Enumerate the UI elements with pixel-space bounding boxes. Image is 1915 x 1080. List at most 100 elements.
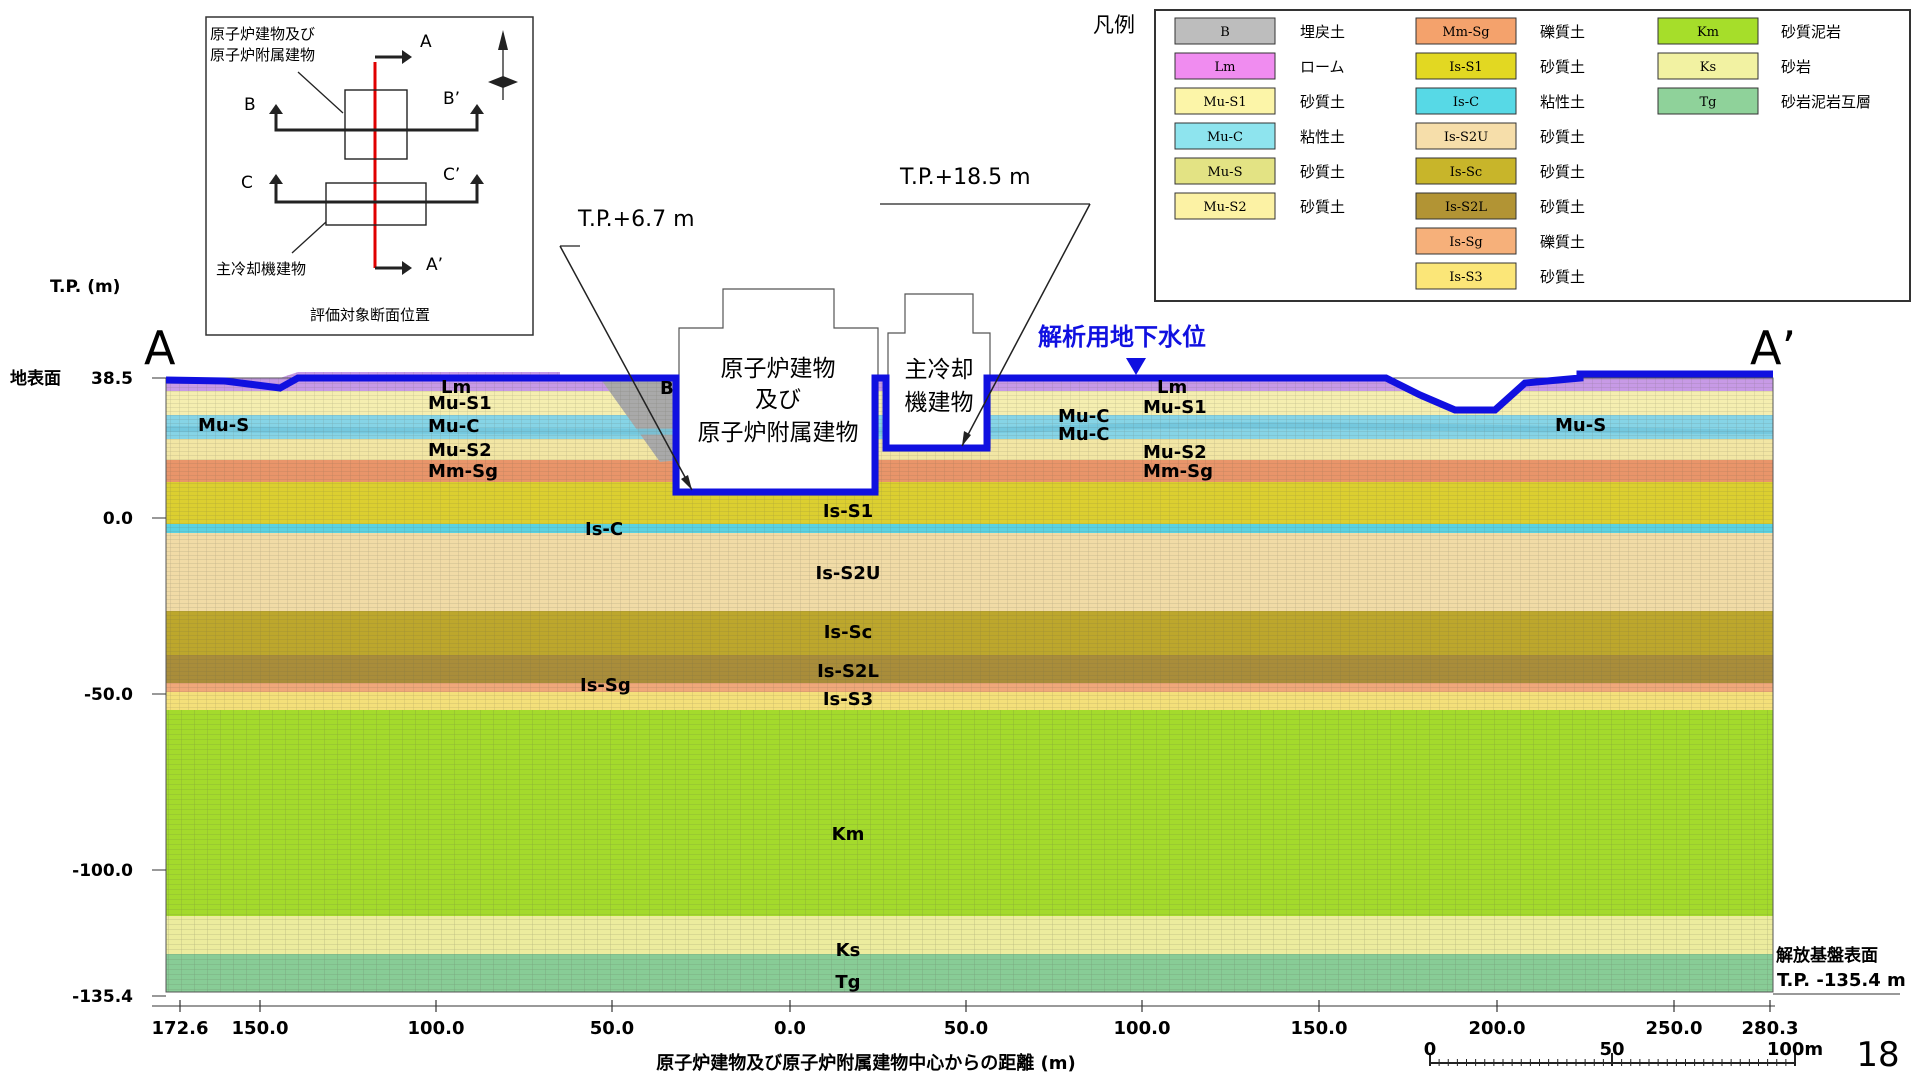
legend-swatch [1415,192,1517,220]
reactor-building-label-2: 及び [755,387,801,413]
y-axis [152,377,166,997]
legend-title: 凡例 [1093,13,1135,37]
legend-desc: 砂質土 [1300,198,1345,216]
legend-swatch [1415,52,1517,80]
legend-code: Lm [1215,60,1236,75]
label-is-s1: Is-S1 [823,501,873,522]
legend-swatch [1174,122,1276,150]
keymap-label-b-prime: B’ [443,89,460,109]
keymap-cooling-label: 主冷却機建物 [216,260,306,278]
label-mu-s2-left: Mu-S2 [428,440,492,461]
x-tick-label: 100.0 [1114,1018,1171,1039]
cooling-building-label-2: 機建物 [905,390,974,416]
x-tick-label: 280.3 [1742,1018,1799,1039]
legend-swatch [1415,122,1517,150]
reactor-level-label: T.P.+6.7 m [577,207,695,232]
keymap [205,16,534,336]
reactor-level-leader [559,245,693,491]
legend-code: Is-S2L [1445,200,1487,215]
label-is-c: Is-C [585,519,623,540]
legend-code: Is-S1 [1449,60,1482,75]
cooling-building-label-1: 主冷却 [905,357,974,383]
soil-layers [166,372,1773,992]
keymap-label-a-prime: A’ [426,255,443,275]
legend-code: Mu-C [1207,130,1243,145]
legend-swatch [1174,192,1276,220]
legend-swatch [1415,157,1517,185]
legend-desc: 砂質泥岩 [1781,23,1841,41]
legend-code: Is-S2U [1444,130,1488,145]
legend-desc: 砂質土 [1540,268,1585,286]
x-axis [152,993,1900,1007]
scale-label-0: 0 [1424,1039,1437,1060]
section-left-label: A [144,321,176,375]
keymap-arrow-b-icon [269,104,283,114]
legend-code: Is-Sg [1449,235,1482,250]
legend-swatch [1174,52,1276,80]
groundwater-marker-icon [1126,358,1146,375]
keymap-reactor-label-1: 原子炉建物及び [210,25,315,43]
x-axis-title: 原子炉建物及び原子炉附属建物中心からの距離 (m) [656,1052,1075,1074]
keymap-label-b: B [244,95,256,115]
legend-code: Mu-S1 [1203,95,1246,110]
label-is-s2u: Is-S2U [816,563,881,584]
reactor-level-arrowhead [681,475,692,490]
bedrock-label-1: 解放基盤表面 [1776,945,1878,966]
legend-swatch [1174,157,1276,185]
legend-swatch [1657,17,1759,45]
legend-desc: 砂岩 [1781,58,1811,76]
keymap-label-c: C [241,173,253,193]
label-mu-s-right: Mu-S [1555,415,1606,436]
page-number: 18 [1856,1035,1899,1075]
keymap-reactor-label-2: 原子炉附属建物 [210,46,315,64]
reactor-building-label-3: 原子炉附属建物 [698,420,859,446]
label-mm-sg-right: Mm-Sg [1143,461,1213,482]
x-tick-label: 0.0 [774,1018,806,1039]
cooling-level-arrowhead [962,431,971,446]
label-b-left: B [660,378,674,399]
keymap-arrow-c-icon [269,174,283,184]
legend-desc: 礫質土 [1540,233,1585,251]
groundwater-label: 解析用地下水位 [1038,323,1206,351]
legend-code: Ks [1700,60,1716,75]
legend-items: B 埋戻土 Lm ローム Mu-S1 砂質土 Mu-C 粘性土 Mu-S 砂質土 Mu-S2 砂質土 M… [1174,17,1871,290]
legend-swatch [1657,52,1759,80]
legend-box [1154,9,1911,302]
bedrock-label-2: T.P. -135.4 m [1777,970,1906,991]
cooling-level-leader [961,203,1091,447]
label-lm-right: Lm [1157,377,1187,398]
x-tick-label: 172.6 [152,1018,209,1039]
keymap-reactor-rect [344,89,408,160]
cooling-level-label: T.P.+18.5 m [899,165,1031,190]
legend-swatch [1657,87,1759,115]
groundwater-line [165,370,1773,496]
legend-swatch [1174,17,1276,45]
x-tick-label: 50.0 [944,1018,988,1039]
label-tg: Tg [835,972,860,993]
label-mu-c-right-2: Mu-C [1058,424,1109,445]
scale-label-50: 50 [1599,1039,1624,1060]
legend-desc: 礫質土 [1540,23,1585,41]
x-tick-label: 100.0 [408,1018,465,1039]
legend-desc: 砂質土 [1540,198,1585,216]
label-ks: Ks [836,940,861,961]
y-tick-minus-100: -100.0 [72,861,133,881]
keymap-arrow-a-prime-icon [402,261,412,275]
keymap-arrow-c-prime-icon [470,174,484,184]
legend-code: Is-S3 [1449,270,1482,285]
scalebar [1429,1053,1796,1066]
legend-desc: 砂質土 [1300,93,1345,111]
x-tick-label: 150.0 [1291,1018,1348,1039]
x-tick-label: 150.0 [232,1018,289,1039]
legend-code: Tg [1700,95,1717,110]
keymap-arrow-a-icon [402,50,412,64]
label-mu-s2-right: Mu-S2 [1143,442,1207,463]
label-mm-sg-left: Mm-Sg [428,461,498,482]
label-km: Km [832,824,865,845]
label-is-s3: Is-S3 [823,689,873,710]
legend-desc: 砂岩泥岩互層 [1781,93,1871,111]
legend-code: Mu-S2 [1203,200,1246,215]
legend-desc: 粘性土 [1300,128,1345,146]
label-mu-s1-right: Mu-S1 [1143,397,1207,418]
